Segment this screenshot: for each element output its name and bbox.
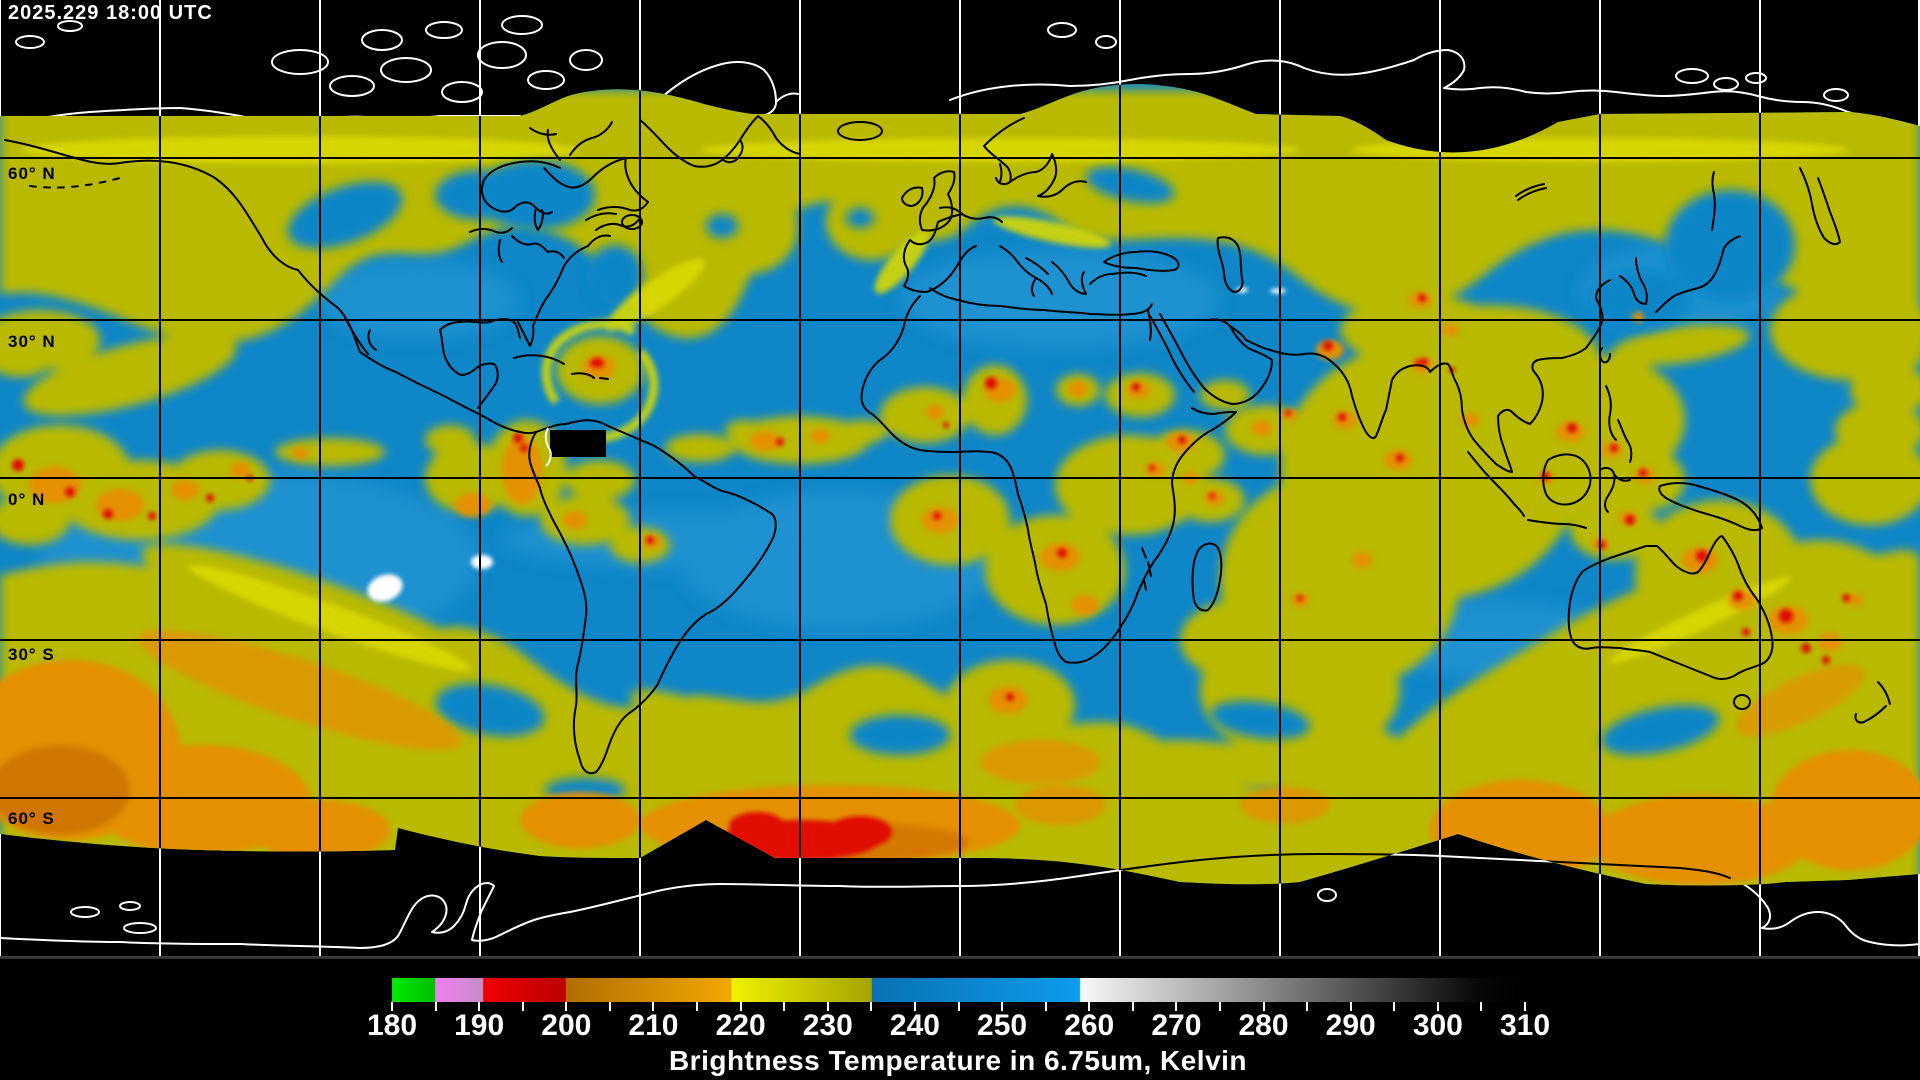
latitude-label-0n: 0° N xyxy=(8,490,45,509)
colorbar-tick xyxy=(1001,1002,1004,1011)
colorbar-tick-label: 220 xyxy=(715,1009,766,1042)
colorbar-tick xyxy=(478,1002,481,1011)
colorbar-tick-label: 240 xyxy=(889,1009,940,1042)
colorbar-tick xyxy=(1436,1002,1439,1011)
colorbar-tick-label: 300 xyxy=(1412,1009,1463,1042)
colorbar-tick-label: 250 xyxy=(977,1009,1028,1042)
colorbar-tick-label: 180 xyxy=(366,1009,418,1042)
colorbar-tick xyxy=(652,1002,655,1011)
colorbar-tick xyxy=(1175,1002,1178,1011)
latitude-label-30s: 30° S xyxy=(8,645,55,664)
colorbar-tick-label: 310 xyxy=(1499,1009,1551,1042)
colorbar-tick xyxy=(1262,1002,1265,1011)
colorbar-tick xyxy=(1349,1002,1352,1011)
colorbar-tick xyxy=(1218,1002,1221,1011)
latitude-label-30n: 30° N xyxy=(8,332,56,351)
colorbar-tick xyxy=(957,1002,960,1011)
colorbar-tick-label: 280 xyxy=(1238,1009,1289,1042)
colorbar-tick-label: 270 xyxy=(1151,1009,1202,1042)
colorbar-caption: Brightness Temperature in 6.75um, Kelvin xyxy=(668,1045,1248,1076)
latitude-label-60n: 60° N xyxy=(8,164,56,183)
colorbar-tick xyxy=(1306,1002,1309,1011)
colorbar-tick xyxy=(826,1002,829,1011)
colorbar-section: 180 190 200 210 220 230 240 250 260 270 280 290 300 3… xyxy=(0,958,1920,1080)
colorbar-tick-label: 260 xyxy=(1064,1009,1115,1042)
missing-data-patch xyxy=(550,430,606,457)
colorbar-tick-label: 230 xyxy=(802,1009,853,1042)
colorbar-gradient xyxy=(392,978,1525,1002)
colorbar-tick xyxy=(913,1002,916,1011)
colorbar-tick xyxy=(608,1002,611,1011)
colorbar-tick xyxy=(1480,1002,1483,1011)
colorbar-tick xyxy=(434,1002,437,1011)
coastline-space-white xyxy=(0,15,1920,949)
colorbar-tick xyxy=(1393,1002,1396,1011)
satellite-map: 2025.229 18:00 UTC 60° N 30° N 0° N 30° … xyxy=(0,0,1920,958)
colorbar-tick xyxy=(739,1002,742,1011)
colorbar-tick xyxy=(1044,1002,1047,1011)
coastline-data-black xyxy=(4,115,1891,879)
colorbar-tick-label: 210 xyxy=(628,1009,679,1042)
map-bottom-border xyxy=(0,956,1920,958)
colorbar-tick xyxy=(696,1002,699,1011)
colorbar-tick xyxy=(783,1002,786,1011)
white-spots xyxy=(367,287,1286,602)
colorbar-tick xyxy=(565,1002,568,1011)
colorbar-tick xyxy=(1524,1002,1526,1011)
latitude-label-60s: 60° S xyxy=(8,809,55,828)
graticule-black xyxy=(0,84,1920,886)
colorbar-tick-label: 200 xyxy=(541,1009,592,1042)
colorbar-tick xyxy=(521,1002,524,1011)
colorbar-tick xyxy=(391,1002,393,1011)
coastline-over-patch xyxy=(544,427,552,467)
colorbar-tick xyxy=(870,1002,873,1011)
colorbar-tick-label: 290 xyxy=(1325,1009,1376,1042)
colorbar-tick-label: 190 xyxy=(454,1009,505,1042)
colorbar-tick xyxy=(1088,1002,1091,1011)
data-region xyxy=(0,84,1920,886)
timestamp: 2025.229 18:00 UTC xyxy=(8,2,213,24)
colorbar-tick xyxy=(1131,1002,1134,1011)
